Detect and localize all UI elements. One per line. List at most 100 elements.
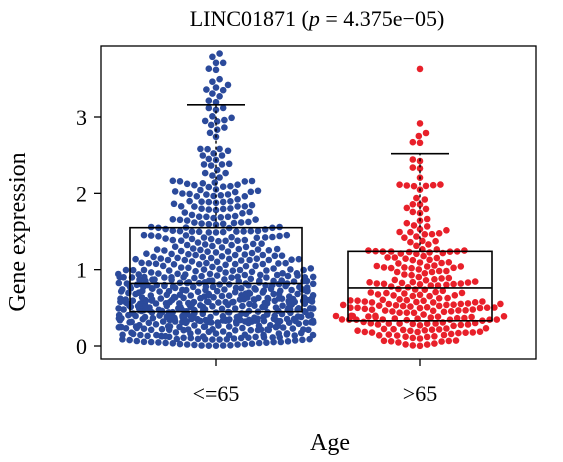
point-gt65 (387, 283, 395, 290)
point-le65 (212, 66, 220, 74)
y-tick-label: 0 (76, 334, 87, 359)
point-le65 (282, 259, 289, 267)
point-le65 (255, 322, 263, 330)
point-le65 (217, 214, 225, 221)
point-le65 (216, 50, 223, 57)
point-le65 (169, 340, 177, 347)
point-gt65 (410, 309, 418, 317)
point-gt65 (395, 260, 402, 267)
point-gt65 (429, 307, 437, 315)
point-le65 (249, 240, 257, 248)
point-le65 (147, 269, 155, 276)
point-gt65 (373, 280, 381, 287)
boxes-layer (129, 103, 493, 322)
point-le65 (279, 270, 286, 277)
point-gt65 (409, 164, 417, 171)
point-le65 (177, 247, 185, 255)
point-le65 (216, 336, 223, 343)
point-le65 (150, 253, 157, 261)
point-gt65 (457, 263, 465, 270)
point-le65 (201, 169, 209, 177)
point-le65 (260, 331, 267, 339)
point-le65 (209, 172, 216, 179)
point-le65 (162, 225, 169, 233)
point-le65 (177, 237, 185, 244)
point-gt65 (447, 308, 455, 315)
point-le65 (225, 323, 233, 330)
point-gt65 (428, 268, 436, 276)
point-le65 (188, 258, 196, 265)
point-gt65 (408, 271, 415, 279)
point-gt65 (385, 320, 393, 327)
point-gt65 (429, 181, 437, 189)
point-le65 (277, 287, 284, 295)
point-gt65 (447, 330, 455, 338)
point-le65 (224, 81, 232, 89)
point-gt65 (367, 289, 375, 296)
point-le65 (227, 205, 234, 212)
point-gt65 (365, 313, 372, 320)
point-gt65 (432, 320, 439, 327)
point-le65 (303, 284, 311, 291)
point-le65 (212, 249, 220, 256)
point-le65 (248, 201, 256, 209)
point-gt65 (375, 302, 383, 310)
point-gt65 (500, 313, 508, 320)
point-le65 (212, 309, 220, 316)
point-le65 (205, 342, 213, 350)
point-le65 (205, 183, 213, 191)
point-le65 (203, 298, 211, 306)
point-gt65 (416, 342, 424, 350)
point-gt65 (416, 304, 424, 312)
point-le65 (187, 292, 195, 299)
point-le65 (291, 337, 299, 344)
point-gt65 (407, 238, 414, 246)
point-le65 (170, 293, 178, 301)
point-gt65 (402, 333, 409, 341)
point-le65 (192, 251, 199, 259)
point-le65 (197, 302, 204, 309)
point-le65 (294, 290, 301, 298)
point-le65 (207, 162, 215, 169)
point-le65 (209, 326, 216, 333)
points-layer (115, 50, 508, 350)
point-le65 (270, 277, 277, 285)
point-le65 (161, 274, 168, 281)
point-le65 (205, 97, 213, 104)
point-le65 (193, 193, 201, 200)
point-gt65 (361, 305, 369, 313)
point-le65 (203, 213, 210, 221)
point-gt65 (390, 292, 397, 299)
point-le65 (145, 260, 153, 267)
point-le65 (219, 228, 227, 236)
point-le65 (170, 261, 178, 268)
point-le65 (234, 273, 241, 281)
point-le65 (246, 300, 253, 308)
point-le65 (185, 279, 193, 286)
point-le65 (155, 233, 162, 240)
point-gt65 (421, 327, 429, 334)
point-le65 (165, 267, 173, 274)
point-le65 (209, 113, 216, 120)
point-gt65 (432, 288, 439, 296)
point-gt65 (416, 281, 424, 288)
point-le65 (215, 237, 222, 245)
point-le65 (288, 286, 295, 294)
point-le65 (207, 235, 215, 243)
point-le65 (119, 331, 126, 339)
point-gt65 (354, 297, 361, 305)
point-gt65 (368, 299, 376, 306)
point-le65 (219, 312, 227, 320)
point-le65 (252, 333, 259, 341)
point-gt65 (374, 321, 382, 328)
point-le65 (168, 274, 175, 281)
point-gt65 (401, 271, 408, 278)
point-le65 (269, 233, 276, 241)
point-gt65 (443, 325, 450, 332)
point-gt65 (437, 181, 444, 188)
point-gt65 (457, 300, 465, 308)
point-gt65 (423, 215, 431, 223)
point-le65 (228, 114, 235, 122)
point-le65 (263, 274, 270, 281)
point-le65 (197, 246, 204, 254)
